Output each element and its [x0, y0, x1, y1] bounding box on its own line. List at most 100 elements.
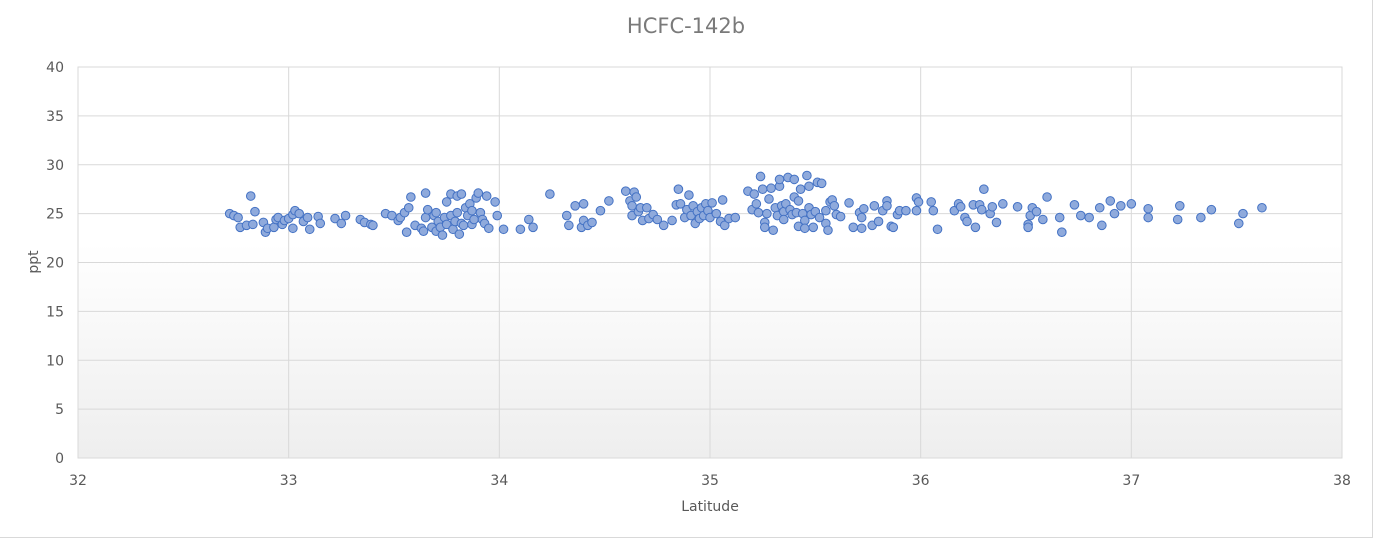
data-point	[835, 211, 846, 222]
data-point	[1206, 204, 1217, 215]
data-point	[437, 230, 448, 240]
y-axis-title: ppt	[26, 250, 42, 274]
data-point	[564, 220, 574, 231]
data-point	[991, 217, 1002, 228]
data-point	[467, 205, 477, 216]
data-point	[800, 223, 810, 234]
data-point	[901, 205, 911, 216]
data-point	[1116, 201, 1126, 211]
data-point	[403, 202, 414, 213]
data-point	[888, 222, 899, 233]
data-point	[913, 197, 924, 207]
data-point	[1069, 200, 1080, 210]
data-point	[808, 222, 819, 233]
data-point	[1174, 201, 1185, 211]
data-point	[658, 220, 669, 231]
data-point	[998, 199, 1008, 209]
data-point	[652, 214, 663, 225]
data-point	[757, 184, 768, 194]
data-point	[441, 219, 452, 230]
data-point	[1196, 212, 1206, 223]
chart-title: HCFC-142b	[626, 14, 746, 38]
data-point	[814, 212, 825, 223]
data-point	[302, 212, 313, 223]
data-point	[774, 174, 785, 185]
data-point	[340, 210, 351, 221]
y-tick-label: 30	[46, 158, 64, 174]
data-point	[441, 197, 452, 207]
data-point	[1233, 218, 1244, 229]
x-axis-title: Latitude	[681, 499, 739, 515]
data-point	[1094, 202, 1105, 213]
tick-labels: 0 5 10 15 20 25 30 35 40 32 33 34 35 36 37 38	[46, 60, 1351, 489]
data-point	[528, 222, 538, 233]
data-point	[561, 210, 572, 221]
data-point	[778, 214, 789, 225]
data-point	[420, 212, 431, 223]
data-point	[1109, 208, 1120, 219]
data-point	[707, 198, 717, 208]
data-point	[749, 189, 760, 199]
data-point	[233, 212, 243, 223]
y-tick-label: 10	[46, 353, 64, 369]
data-point	[631, 192, 642, 202]
x-tick-label: 37	[1122, 473, 1140, 489]
data-point	[768, 225, 779, 236]
data-point	[823, 225, 833, 236]
data-points	[224, 170, 1267, 240]
data-point	[976, 204, 987, 215]
data-point	[1257, 202, 1267, 213]
data-point	[970, 222, 981, 233]
data-point	[932, 224, 943, 235]
data-point	[816, 178, 827, 189]
data-point	[1042, 192, 1052, 202]
data-point	[759, 222, 770, 233]
data-point	[1023, 222, 1033, 233]
data-point	[473, 188, 484, 198]
data-point	[1097, 220, 1107, 231]
data-point	[1054, 212, 1065, 223]
data-point	[804, 181, 814, 192]
data-point	[684, 190, 694, 200]
data-point	[1126, 199, 1137, 209]
data-point	[458, 220, 469, 231]
data-point	[578, 199, 589, 209]
data-point	[524, 214, 534, 225]
data-point	[490, 197, 500, 207]
data-point	[401, 227, 412, 237]
data-point	[570, 201, 580, 211]
data-point	[766, 183, 776, 194]
data-point	[315, 218, 326, 229]
data-point	[1057, 227, 1067, 237]
data-point	[751, 199, 762, 209]
data-point	[1105, 196, 1116, 206]
data-point	[675, 199, 686, 209]
data-point	[926, 197, 937, 207]
data-point	[604, 196, 614, 206]
data-point	[719, 220, 730, 231]
data-point	[492, 210, 503, 221]
data-point	[1084, 212, 1094, 223]
data-point	[962, 216, 972, 227]
data-point	[1238, 208, 1248, 219]
data-point	[269, 222, 279, 233]
data-point	[873, 216, 884, 227]
data-point	[987, 201, 998, 212]
data-point	[288, 223, 298, 234]
data-point	[882, 201, 892, 211]
data-point	[642, 202, 652, 213]
data-point	[498, 224, 509, 235]
y-tick-label: 0	[55, 451, 64, 467]
data-point	[330, 213, 340, 224]
data-point	[1038, 214, 1048, 225]
data-point	[829, 201, 840, 211]
data-point	[545, 189, 555, 199]
data-point	[406, 192, 416, 202]
y-tick-label: 5	[55, 402, 64, 418]
gridlines	[78, 67, 1342, 458]
data-point	[764, 194, 774, 204]
data-point	[762, 208, 772, 219]
data-point	[795, 184, 806, 194]
data-point	[595, 205, 606, 216]
data-point	[911, 205, 922, 216]
